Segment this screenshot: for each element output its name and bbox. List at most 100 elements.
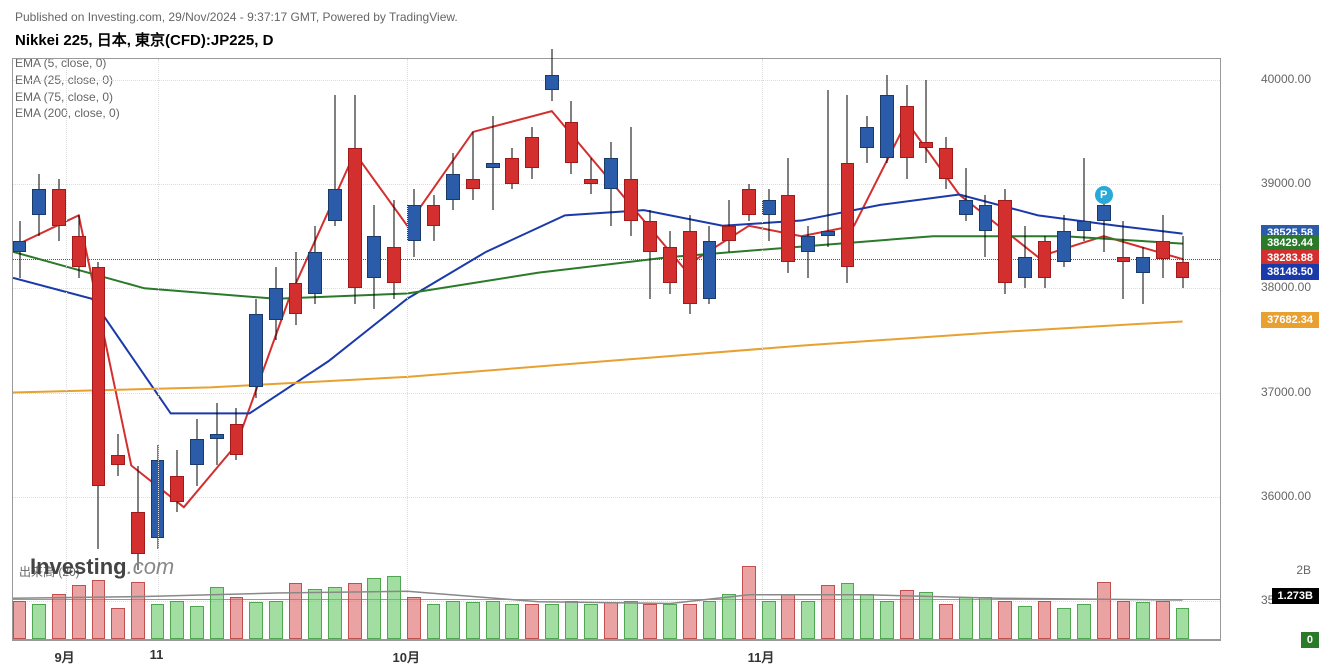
candle	[683, 59, 697, 601]
volume-bar	[919, 592, 933, 639]
candle	[52, 59, 66, 601]
candle	[959, 59, 973, 601]
volume-bar	[367, 578, 381, 639]
volume-bar	[131, 582, 145, 639]
volume-chart[interactable]: 出来高 (20)	[12, 560, 1221, 640]
volume-bar	[1136, 602, 1150, 639]
candle	[663, 59, 677, 601]
candle	[486, 59, 500, 601]
volume-bar	[525, 604, 539, 639]
price-chart[interactable]: P	[12, 58, 1221, 600]
candle	[1057, 59, 1071, 601]
candle	[427, 59, 441, 601]
candle	[880, 59, 894, 601]
volume-bar	[900, 590, 914, 639]
volume-bar	[210, 587, 224, 639]
candle	[545, 59, 559, 601]
volume-bar	[545, 604, 559, 639]
volume-bar	[880, 601, 894, 639]
volume-bar	[1156, 601, 1170, 639]
time-axis: 9月1110月11月	[12, 640, 1221, 670]
price-tick: 37000.00	[1261, 385, 1311, 399]
volume-bar	[979, 597, 993, 639]
candle	[604, 59, 618, 601]
volume-bar	[151, 604, 165, 639]
candle	[367, 59, 381, 601]
candle	[565, 59, 579, 601]
volume-zero-tag: 0	[1301, 632, 1319, 648]
volume-bar	[72, 585, 86, 639]
candle	[72, 59, 86, 601]
volume-bar	[841, 583, 855, 639]
volume-bar	[230, 597, 244, 639]
candle	[624, 59, 638, 601]
candle	[1038, 59, 1052, 601]
candle	[289, 59, 303, 601]
volume-bar	[348, 583, 362, 639]
volume-bar	[1018, 606, 1032, 639]
candle	[210, 59, 224, 601]
price-tag: 38429.44	[1261, 235, 1319, 251]
volume-bar	[328, 587, 342, 639]
candle	[1136, 59, 1150, 601]
volume-bar	[939, 604, 953, 639]
candle	[939, 59, 953, 601]
volume-tick: 2B	[1296, 563, 1311, 577]
candle	[407, 59, 421, 601]
volume-axis: 2B1.273B0	[1221, 560, 1321, 640]
volume-bar	[190, 606, 204, 639]
volume-bar	[466, 602, 480, 639]
volume-bar	[427, 604, 441, 639]
volume-bar	[505, 604, 519, 639]
candle	[801, 59, 815, 601]
chart-title: Nikkei 225, 日本, 東京(CFD):JP225, D	[0, 27, 1321, 55]
volume-bar	[269, 601, 283, 639]
candle	[269, 59, 283, 601]
volume-bar	[663, 604, 677, 639]
candle	[1018, 59, 1032, 601]
candle	[32, 59, 46, 601]
logo-main: Investing	[30, 554, 127, 579]
candle	[1097, 59, 1111, 601]
candle	[841, 59, 855, 601]
volume-bar	[781, 594, 795, 639]
volume-bar	[742, 566, 756, 639]
candle	[13, 59, 27, 601]
publish-info: Published on Investing.com, 29/Nov/2024 …	[0, 0, 1321, 27]
volume-bar	[92, 580, 106, 639]
candle	[979, 59, 993, 601]
candle	[92, 59, 106, 601]
logo-suffix: .com	[127, 554, 175, 579]
time-label: 11月	[748, 647, 775, 666]
candle	[525, 59, 539, 601]
candle	[781, 59, 795, 601]
volume-bar	[289, 583, 303, 639]
candle	[505, 59, 519, 601]
volume-bar	[32, 604, 46, 639]
volume-bar	[1097, 582, 1111, 639]
candle	[643, 59, 657, 601]
p-marker-icon: P	[1095, 186, 1113, 204]
volume-bar	[722, 594, 736, 639]
time-label: 11	[150, 647, 164, 662]
volume-bar	[52, 594, 66, 639]
price-tick: 38000.00	[1261, 280, 1311, 294]
volume-bar	[1077, 604, 1091, 639]
candle	[998, 59, 1012, 601]
volume-bar	[407, 597, 421, 639]
price-tick: 39000.00	[1261, 176, 1311, 190]
volume-bar	[486, 601, 500, 639]
candle	[821, 59, 835, 601]
volume-current-tag: 1.273B	[1272, 588, 1319, 604]
candle	[1077, 59, 1091, 601]
candle	[249, 59, 263, 601]
candle	[703, 59, 717, 601]
candle	[466, 59, 480, 601]
candle	[900, 59, 914, 601]
logo: Investing.com	[30, 554, 174, 580]
volume-bar	[1176, 608, 1190, 639]
volume-bar	[703, 601, 717, 639]
candle	[584, 59, 598, 601]
volume-bar	[308, 589, 322, 639]
volume-bar	[170, 601, 184, 639]
